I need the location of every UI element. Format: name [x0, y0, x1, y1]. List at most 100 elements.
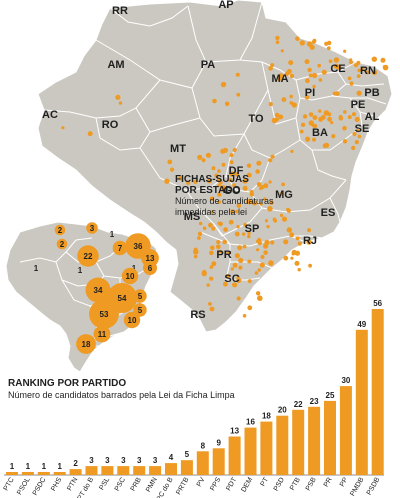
party-tick-label: PTB — [289, 476, 302, 492]
ficha-suja-dot — [352, 131, 357, 137]
ficha-suja-dot — [306, 239, 312, 245]
ficha-suja-dot — [242, 314, 247, 318]
ficha-suja-dot — [236, 92, 241, 97]
ficha-suja-dot — [246, 163, 252, 168]
party-tick-label: PC do B — [156, 476, 175, 498]
ficha-suja-dot — [210, 245, 215, 251]
party-tick-label: PSD — [273, 477, 286, 493]
ficha-suja-dot — [251, 200, 258, 206]
ficha-suja-dot — [234, 172, 239, 177]
ficha-suja-dot — [236, 296, 241, 301]
ficha-suja-dot — [275, 40, 280, 44]
state-count-bubble — [123, 311, 141, 329]
state-count-label: 10 — [128, 316, 137, 325]
ficha-suja-dot — [347, 115, 352, 120]
bar-value-label: 56 — [373, 299, 382, 308]
bar-phs — [53, 472, 66, 475]
ficha-suja-dot — [330, 121, 334, 125]
ficha-suja-dot — [210, 210, 214, 214]
ficha-suja-dot — [308, 263, 312, 268]
ficha-suja-dot — [279, 192, 283, 196]
ficha-suja-dot — [197, 236, 201, 240]
ficha-suja-dot — [235, 209, 239, 214]
ficha-suja-dot — [247, 234, 251, 239]
ficha-suja-dot — [318, 78, 323, 82]
state-label-am: AM — [107, 59, 124, 71]
bar-value-label: 2 — [73, 459, 78, 468]
state-label-pr: PR — [216, 249, 231, 261]
ficha-suja-dot — [308, 73, 313, 78]
ficha-suja-dot — [234, 231, 240, 237]
state-label-rj: RJ — [303, 235, 317, 247]
ficha-suja-dot — [209, 306, 215, 312]
ficha-suja-dot — [342, 139, 348, 144]
party-tick-label: PSC — [114, 477, 127, 493]
ficha-suja-dot — [294, 260, 300, 266]
state-label-ba: BA — [312, 127, 328, 139]
state-label-rr: RR — [112, 5, 128, 17]
ficha-suja-dot — [327, 116, 332, 122]
ficha-suja-dot — [317, 63, 322, 68]
party-tick-label: PV — [196, 476, 207, 488]
ficha-suja-dot — [357, 134, 362, 139]
state-count-label: 53 — [100, 310, 109, 319]
ficha-suja-dot — [236, 275, 240, 280]
ficha-suja-dot — [230, 267, 234, 271]
state-label-df: DF — [229, 165, 244, 177]
ficha-suja-dot — [335, 91, 340, 96]
ficha-suja-dot — [283, 239, 289, 245]
ficha-suja-dots — [61, 35, 389, 318]
ficha-suja-dot — [270, 63, 275, 68]
ficha-suja-dot — [201, 158, 206, 163]
ficha-suja-dot — [286, 207, 290, 212]
party-tick-label: PT — [260, 476, 271, 488]
bar-value-label: 8 — [201, 441, 206, 450]
bar-value-label: 4 — [169, 453, 174, 462]
ranking-header: RANKING POR PARTIDO Número de candidatos… — [8, 378, 308, 401]
ficha-suja-dot — [295, 236, 300, 241]
ficha-suja-dot — [288, 60, 294, 66]
ficha-suja-dot — [232, 282, 238, 288]
ficha-suja-dot — [269, 200, 274, 205]
ficha-suja-dot — [208, 302, 212, 306]
ficha-suja-dot — [193, 179, 198, 184]
ficha-suja-dot — [275, 35, 280, 41]
bar-prb — [133, 466, 146, 475]
state-count-bubble — [86, 222, 98, 234]
party-tick-label: DEM — [240, 476, 254, 493]
bar-pt-do-b — [85, 466, 98, 475]
ficha-suja-dot — [354, 140, 359, 145]
party-tick-label: PSB — [305, 476, 318, 492]
ficha-suja-dot — [356, 74, 361, 78]
ficha-suja-dot — [270, 240, 275, 245]
ficha-suja-dot — [333, 63, 340, 70]
ficha-suja-dot — [281, 97, 287, 102]
ficha-suja-dot — [263, 250, 268, 255]
ficha-suja-dot — [205, 152, 211, 158]
ficha-suja-dot — [312, 137, 316, 142]
bar-value-label: 49 — [357, 320, 366, 329]
ficha-suja-dot — [268, 180, 272, 184]
party-tick-label: PRTB — [175, 476, 190, 496]
bar-ptb — [292, 409, 305, 475]
ficha-suja-dot — [354, 116, 360, 122]
ficha-suja-dot — [360, 66, 365, 71]
ficha-suja-dot — [275, 117, 280, 122]
state-count-bubble — [133, 289, 147, 303]
ficha-suja-dot — [333, 57, 340, 63]
ficha-suja-dot — [170, 167, 175, 172]
ficha-suja-dot — [356, 90, 362, 96]
state-count-label: 13 — [146, 254, 155, 263]
ficha-suja-dot — [217, 221, 221, 225]
ficha-suja-dot — [281, 216, 288, 222]
ficha-suja-dot — [299, 40, 305, 46]
ficha-suja-dot — [186, 180, 191, 185]
ficha-suja-dot — [290, 149, 294, 153]
ficha-suja-dot — [211, 166, 216, 171]
ficha-suja-dot — [349, 60, 353, 65]
ficha-suja-dot — [209, 196, 215, 201]
state-count-label: 22 — [84, 252, 93, 261]
